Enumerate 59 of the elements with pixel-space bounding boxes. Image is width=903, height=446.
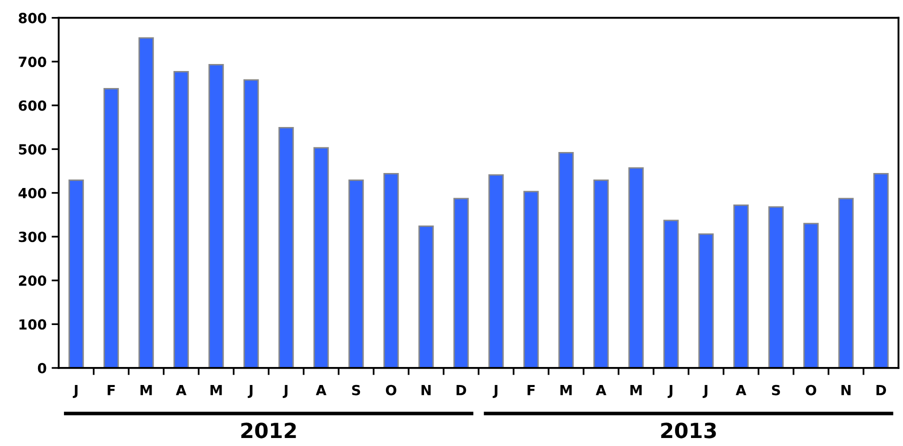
bar [803, 222, 819, 368]
bar [663, 220, 679, 368]
bar [418, 225, 434, 368]
text: 2013 [661, 422, 716, 438]
bar [733, 204, 749, 368]
bar [243, 79, 259, 368]
x-tick-label: J [668, 385, 672, 398]
x-tick-label: N [422, 385, 431, 396]
x-tick-label: S [352, 384, 360, 396]
x-tick-label: A [596, 385, 606, 396]
x-tick-label: J [72, 385, 78, 398]
bar [453, 198, 469, 368]
x-tick-label: J [282, 385, 288, 398]
bar [103, 88, 119, 368]
bar [873, 172, 889, 368]
y-tick-label: 100 [19, 319, 46, 330]
x-tick-label: O [386, 384, 396, 396]
x-tick-label: J [492, 385, 498, 398]
x-tick-label: J [702, 385, 708, 398]
x-tick-label: F [528, 385, 535, 396]
y-tick-label: 800 [18, 12, 46, 24]
bar [488, 174, 504, 368]
y-tick-label: 200 [18, 275, 46, 286]
bar [698, 233, 714, 368]
bar [838, 198, 854, 368]
y-tick-label: 600 [18, 100, 46, 111]
bar [593, 180, 609, 368]
x-tick-label: A [316, 385, 326, 396]
bar [138, 37, 154, 368]
bar [523, 190, 539, 368]
bar [558, 152, 574, 368]
x-tick-label: J [248, 385, 252, 398]
bar [68, 180, 84, 368]
x-tick-label: A [176, 385, 186, 396]
bar [313, 147, 329, 368]
x-tick-label: O [806, 384, 816, 396]
x-tick-label: M [140, 385, 152, 396]
y-tick-label: 500 [18, 144, 46, 155]
bar [348, 180, 364, 368]
x-tick-label: S [772, 384, 780, 396]
bar [173, 70, 189, 368]
bar [278, 126, 294, 368]
text: 2012 [241, 422, 296, 438]
x-tick-label: D [456, 385, 466, 396]
y-tick-label: 300 [18, 232, 46, 242]
bar [383, 172, 399, 368]
x-tick-label: M [630, 385, 642, 396]
x-tick-label: A [736, 385, 746, 396]
y-tick-label: 700 [18, 56, 46, 68]
x-tick-label: M [560, 385, 572, 396]
bar [768, 206, 784, 368]
x-tick-label: D [876, 385, 886, 396]
bar [628, 167, 644, 368]
x-tick-label: F [108, 385, 115, 396]
x-tick-label: N [841, 385, 851, 396]
bar [208, 64, 224, 368]
y-tick-label: 400 [18, 188, 46, 198]
y-tick-label: 0 [38, 362, 46, 374]
x-tick-label: M [210, 385, 222, 396]
